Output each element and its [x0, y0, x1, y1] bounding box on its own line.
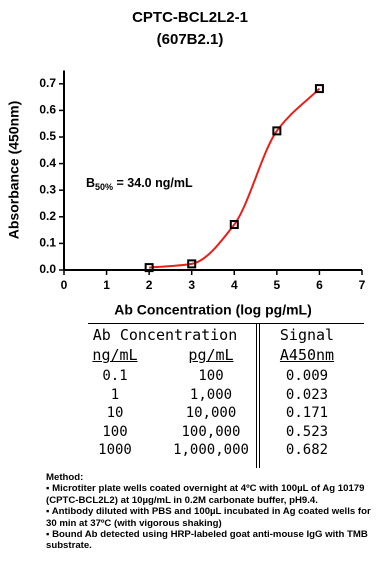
x-axis-label: Ab Concentration (log pg/mL)	[114, 302, 312, 318]
x-tick-label: 2	[146, 278, 153, 292]
table-cell: 100,000	[181, 423, 241, 440]
chart: CPTC-BCL2L2-1 (607B2.1) Absorbance (450n…	[6, 9, 366, 318]
x-tick-label: 3	[188, 278, 195, 292]
y-tick-label: 0.0	[39, 262, 56, 276]
table-rule	[88, 323, 364, 324]
table-cell: 10	[106, 405, 124, 422]
chart-title: CPTC-BCL2L2-1	[132, 9, 248, 26]
table-cell: 0.171	[285, 405, 329, 422]
y-tick-label: 0.4	[39, 156, 56, 170]
annotation-rest: = 34.0 ng/mL	[113, 176, 193, 190]
table-divider	[256, 323, 260, 468]
column-header: pg/mL	[188, 346, 234, 364]
table-cell: 1	[110, 386, 120, 403]
x-tick-label: 7	[359, 278, 366, 292]
method-item: Microtiter plate wells coated overnight …	[46, 483, 376, 506]
x-tick-label: 4	[231, 278, 238, 292]
y-tick-label: 0.7	[39, 76, 56, 90]
method-item: Bound Ab detected using HRP-labeled goat…	[46, 529, 376, 552]
table-cell: 100	[102, 423, 128, 440]
y-tick-label: 0.2	[39, 209, 56, 223]
table-cell: 0.1	[102, 368, 128, 384]
table-cell: 0.523	[285, 423, 329, 440]
data-point	[229, 220, 239, 230]
column-header: ng/mL	[92, 346, 138, 364]
annotation-main: B	[86, 176, 95, 190]
x-tick-label: 1	[103, 278, 110, 292]
y-tick-label: 0.6	[39, 103, 56, 117]
method: Method: Microtiter plate wells coated ov…	[46, 472, 376, 552]
y-tick-label: 0.1	[39, 236, 56, 250]
table-cell: 0.682	[285, 442, 329, 459]
data-point	[187, 259, 197, 269]
y-tick-label: 0.5	[39, 129, 56, 143]
group-header: Ab Concentration	[92, 326, 238, 344]
chart-subtitle: (607B2.1)	[157, 31, 224, 48]
column-header: A450nm	[279, 346, 335, 364]
method-list: Microtiter plate wells coated overnight …	[46, 483, 376, 551]
y-tick-label: 0.3	[39, 182, 56, 196]
annotation: B50% = 34.0 ng/mL	[86, 176, 193, 192]
annotation-subscript: 50%	[95, 182, 113, 192]
table-cell: 10,000	[185, 405, 237, 422]
table-cell: 1000	[98, 442, 132, 459]
x-tick-label: 0	[61, 278, 68, 292]
method-item: Antibody diluted with PBS and 100µL incu…	[46, 506, 376, 529]
table-cell: 1,000,000	[173, 442, 249, 459]
method-title: Method:	[46, 472, 84, 483]
table-cell: 1,000	[189, 386, 233, 403]
group-header: Signal	[279, 326, 335, 344]
table-cell: 100	[198, 368, 224, 384]
y-axis-label: Absorbance (450nm)	[6, 101, 22, 239]
data-point	[272, 126, 282, 136]
x-tick-label: 6	[316, 278, 323, 292]
table-cell: 0.009	[285, 368, 329, 384]
table-cell: 0.023	[285, 386, 329, 403]
x-tick-label: 5	[274, 278, 281, 292]
data-point	[314, 84, 324, 94]
data-point	[144, 263, 154, 273]
